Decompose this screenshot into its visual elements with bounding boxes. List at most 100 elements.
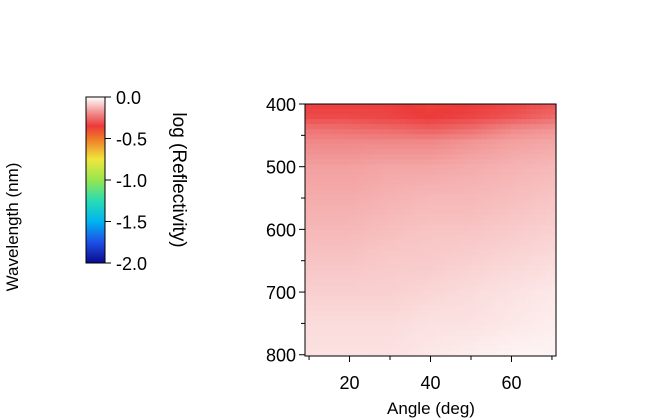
heatmap-cell [420,199,427,206]
heatmap-cell [515,199,522,206]
heatmap-cell [475,204,482,211]
heatmap-cell [360,305,366,312]
heatmap-cell [370,179,376,186]
heatmap-cell [475,285,482,292]
heatmap-cell [405,290,412,297]
heatmap-cell [505,179,512,186]
heatmap-cell [425,159,432,166]
heatmap-cell [400,350,406,357]
heatmap-cell [535,204,542,211]
heatmap-cell [420,164,427,171]
heatmap-cell [370,164,376,171]
heatmap-cell [320,325,326,332]
heatmap-cell [400,189,406,196]
heatmap-cell [510,184,517,191]
heatmap-cell [470,189,477,196]
heatmap-cell [355,164,361,171]
heatmap-cell [500,240,507,246]
heatmap-cell [305,235,311,241]
heatmap-cell [345,280,351,287]
heatmap-cell [550,305,557,312]
heatmap-cell [475,149,482,155]
heatmap-cell [350,260,356,266]
heatmap-cell [470,305,477,312]
heatmap-cell [350,154,356,161]
heatmap-cell [410,330,417,337]
heatmap-cell [550,340,557,347]
heatmap-cell [425,340,432,347]
heatmap-cell [365,245,371,251]
heatmap-cell [490,114,497,120]
heatmap-cell [455,224,462,231]
heatmap-cell [545,285,552,292]
heatmap-cell [385,189,391,196]
heatmap-cell [310,199,316,206]
heatmap-cell [525,255,532,261]
heatmap-cell [325,255,331,261]
heatmap-cell [440,159,447,166]
heatmap-cell [395,250,401,256]
heatmap-cell [495,194,502,201]
heatmap-cell [550,194,557,201]
heatmap-cell [420,209,427,216]
heatmap-cell [380,189,386,196]
heatmap-cell [415,295,422,302]
heatmap-cell [310,174,316,181]
heatmap-cell [445,204,452,211]
heatmap-cell [545,169,552,176]
heatmap-cell [380,320,386,327]
heatmap-cell [430,330,437,337]
heatmap-cell [390,345,396,352]
heatmap-cell [525,235,532,241]
heatmap-cell [440,330,447,337]
heatmap-cell [490,300,497,307]
heatmap-cell [320,310,326,317]
heatmap-cell [340,315,346,322]
heatmap-cell [330,169,336,176]
heatmap-cell [370,159,376,166]
heatmap-cell [495,330,502,337]
heatmap-cell [455,119,462,125]
heatmap-cell [490,169,497,176]
heatmap-cell [360,189,366,196]
heatmap-cell [335,335,341,342]
heatmap-cell [395,285,401,292]
heatmap-cell [405,169,412,176]
heatmap-cell [455,240,462,246]
heatmap-cell [405,184,412,191]
heatmap-cell [510,335,517,342]
heatmap-cell [450,169,457,176]
heatmap-cell [405,209,412,216]
heatmap-cell [370,325,376,332]
heatmap-cell [440,290,447,297]
heatmap-cell [530,109,537,115]
heatmap-cell [330,250,336,256]
heatmap-cell [540,169,547,176]
heatmap-cell [390,235,396,241]
heatmap-cell [430,104,437,110]
heatmap-cell [455,139,462,145]
heatmap-cell [325,285,331,292]
heatmap-cell [490,174,497,181]
heatmap-cell [425,179,432,186]
heatmap-cell [495,184,502,191]
heatmap-cell [345,209,351,216]
heatmap-cell [395,224,401,231]
heatmap-cell [390,330,396,337]
heatmap-cell [460,305,467,312]
heatmap-cell [545,330,552,337]
heatmap-cell [400,214,406,221]
heatmap-cell [370,124,376,130]
heatmap-cell [530,250,537,256]
heatmap-cell [325,199,331,206]
heatmap-cell [540,164,547,171]
heatmap-cell [375,300,381,307]
heatmap-cell [420,285,427,292]
heatmap-cell [420,265,427,271]
heatmap-cell [450,104,457,110]
heatmap-cell [485,345,492,352]
heatmap-cell [530,104,537,110]
heatmap-cell [500,260,507,266]
heatmap-cell [325,194,331,201]
